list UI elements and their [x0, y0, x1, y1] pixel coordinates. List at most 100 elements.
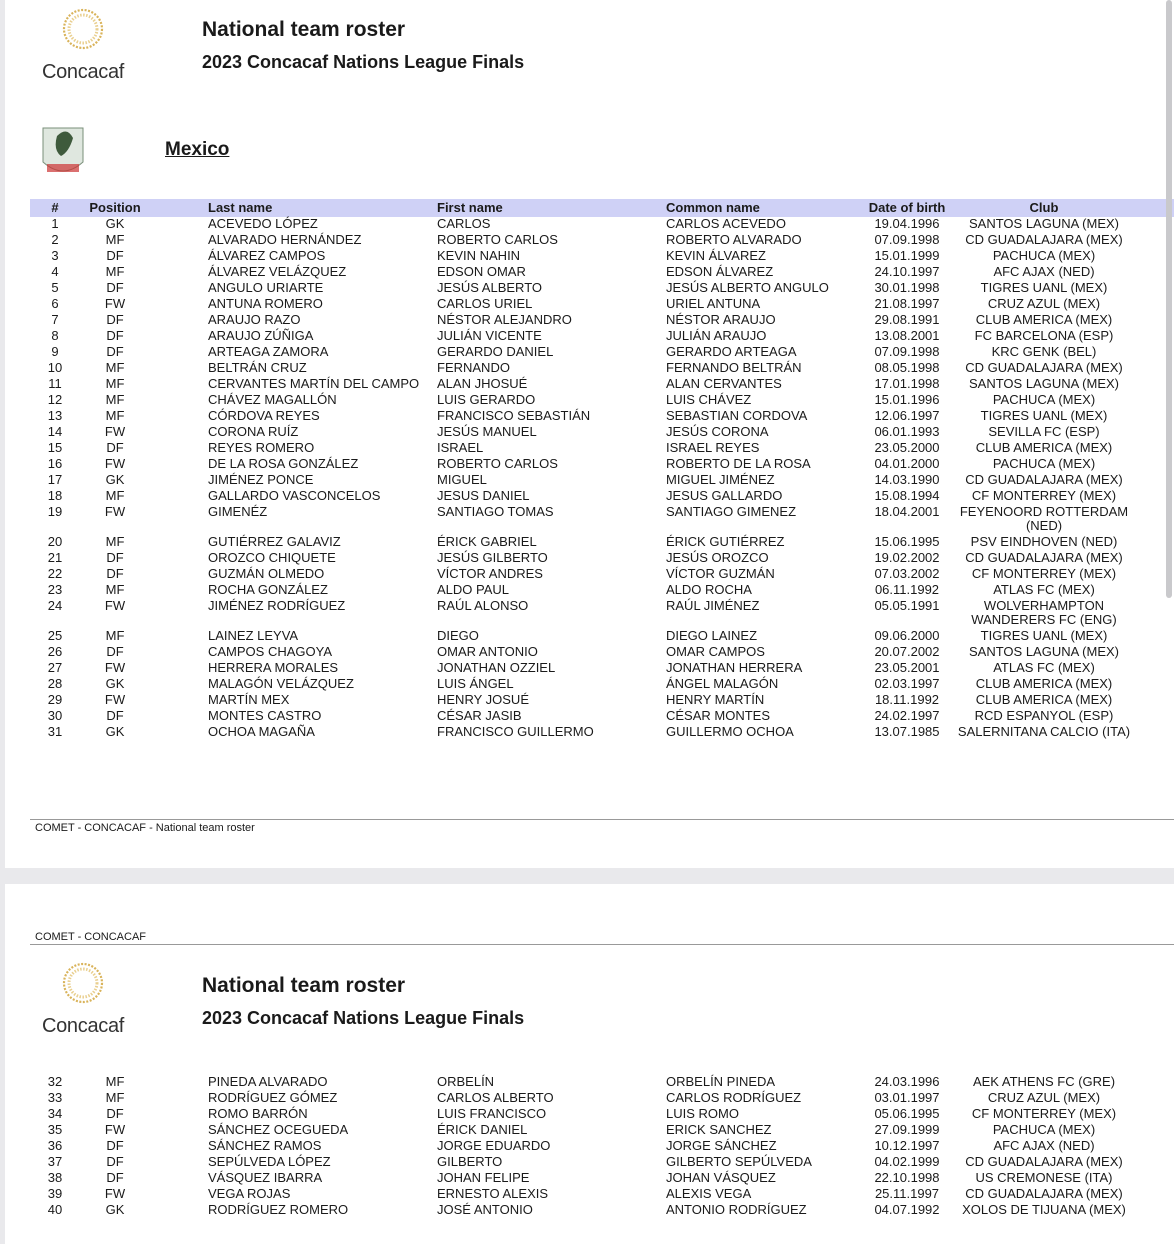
player-position: DF: [106, 708, 124, 723]
player-date-of-birth: 27.09.1999: [874, 1122, 940, 1137]
player-first-name: CARLOS URIEL: [437, 296, 533, 311]
player-number: 8: [51, 328, 59, 343]
player-club: SANTOS LAGUNA (MEX): [968, 376, 1119, 391]
table-row: 12 MF CHÁVEZ MAGALLÓN LUIS GERARDO LUIS CHÁV…: [0, 392, 1133, 408]
player-common-name: LUIS ROMO: [666, 1106, 739, 1121]
player-common-name: DIEGO LAINEZ: [666, 628, 758, 643]
table-row: 25 MF LAINEZ LEYVA DIEGO DIEGO LAINEZ 09.06.2…: [0, 628, 1133, 644]
table-row: 17 GK JIMÉNEZ PONCE MIGUEL MIGUEL JIMÉNEZ 14.…: [0, 472, 1133, 488]
player-number: 1: [51, 216, 59, 231]
player-common-name: GERARDO ARTEAGA: [666, 344, 797, 359]
table-row: 7 DF ARAUJO RAZO NÉSTOR ALEJANDRO NÉSTOR ARA…: [0, 312, 1133, 328]
player-club: CRUZ AZUL (MEX): [987, 296, 1101, 311]
table-row: 9 DF ARTEAGA ZAMORA GERARDO DANIEL GERARDO A…: [0, 344, 1133, 360]
player-first-name: ROBERTO CARLOS: [437, 456, 558, 471]
player-position: MF: [105, 376, 125, 391]
player-date-of-birth: 12.06.1997: [874, 408, 940, 423]
player-last-name: ALVARADO HERNÁNDEZ: [208, 232, 362, 247]
table-row: 35 FW SÁNCHEZ OCEGUEDA ÉRICK DANIEL ERICK SA…: [0, 1122, 1133, 1138]
player-common-name: CÉSAR MONTES: [666, 708, 771, 723]
player-first-name: KEVIN NAHIN: [437, 248, 521, 263]
player-last-name: RODRÍGUEZ GÓMEZ: [208, 1090, 338, 1105]
player-number: 28: [47, 676, 63, 691]
player-first-name: MIGUEL: [437, 472, 487, 487]
player-last-name: CAMPOS CHAGOYA: [208, 644, 333, 659]
player-first-name: GILBERTO: [437, 1154, 503, 1169]
footer-divider: [30, 819, 1174, 820]
player-number: 5: [51, 280, 59, 295]
player-position: FW: [104, 1122, 126, 1137]
player-first-name: ERNESTO ALEXIS: [437, 1186, 549, 1201]
table-row: 19 FW GIMENÉZ SANTIAGO TOMAS SANTIAGO GIMENE…: [0, 504, 1133, 534]
player-position: DF: [106, 566, 124, 581]
player-number: 22: [47, 566, 63, 581]
player-number: 11: [48, 376, 62, 391]
player-last-name: MALAGÓN VELÁZQUEZ: [208, 676, 354, 691]
player-first-name: SANTIAGO TOMAS: [437, 504, 554, 519]
player-common-name: HENRY MARTÍN: [666, 692, 765, 707]
table-row: 32 MF PINEDA ALVARADO ORBELÍN ORBELÍN PINEDA…: [0, 1074, 1133, 1090]
player-number: 12: [47, 392, 63, 407]
player-first-name: RAÚL ALONSO: [437, 598, 529, 613]
table-row: 30 DF MONTES CASTRO CÉSAR JASIB CÉSAR MONTES…: [0, 708, 1133, 724]
player-first-name: CARLOS: [437, 216, 491, 231]
table-row: 4 MF ÁLVAREZ VELÁZQUEZ EDSON OMAR EDSON ÁLVA…: [0, 264, 1133, 280]
player-position: MF: [105, 582, 125, 597]
player-date-of-birth: 19.04.1996: [874, 216, 940, 231]
player-position: MF: [105, 232, 125, 247]
player-common-name: JOHAN VÁSQUEZ: [666, 1170, 776, 1185]
player-last-name: PINEDA ALVARADO: [208, 1074, 328, 1089]
player-position: MF: [105, 392, 125, 407]
player-position: FW: [104, 456, 126, 471]
player-common-name: ALAN CERVANTES: [666, 376, 782, 391]
player-first-name: JORGE EDUARDO: [437, 1138, 551, 1153]
table-row: 40 GK RODRÍGUEZ ROMERO JOSÉ ANTONIO ANTONIO …: [0, 1202, 1133, 1218]
player-first-name: JULIÁN VICENTE: [437, 328, 542, 343]
player-last-name: MARTÍN MEX: [208, 692, 290, 707]
player-first-name: JOSÉ ANTONIO: [437, 1202, 533, 1217]
page-title: National team roster: [202, 974, 406, 997]
concacaf-sun-icon: [62, 962, 104, 1004]
player-first-name: LUIS GERARDO: [437, 392, 536, 407]
player-common-name: ÁNGEL MALAGÓN: [666, 676, 779, 691]
player-number: 23: [47, 582, 63, 597]
player-last-name: JIMÉNEZ PONCE: [208, 472, 314, 487]
player-date-of-birth: 09.06.2000: [874, 628, 940, 643]
player-club: CLUB AMERICA (MEX): [975, 676, 1113, 691]
player-position: GK: [105, 472, 125, 487]
player-club: CD GUADALAJARA (MEX): [965, 232, 1123, 247]
player-first-name: JESÚS GILBERTO: [437, 550, 548, 565]
player-number: 32: [47, 1074, 63, 1089]
page-footer: COMET - CONCACAF - National team roster: [35, 822, 255, 834]
table-row: 6 FW ANTUNA ROMERO CARLOS URIEL URIEL ANTUNA…: [0, 296, 1133, 312]
table-row: 24 FW JIMÉNEZ RODRÍGUEZ RAÚL ALONSO RAÚL JIM…: [0, 598, 1133, 628]
page-title: National team roster: [202, 18, 406, 41]
player-position: DF: [106, 328, 124, 343]
player-position: MF: [105, 1090, 125, 1105]
player-first-name: CÉSAR JASIB: [437, 708, 522, 723]
player-last-name: RODRÍGUEZ ROMERO: [208, 1202, 349, 1217]
player-number: 9: [51, 344, 59, 359]
player-club: ATLAS FC (MEX): [993, 660, 1095, 675]
player-position: FW: [104, 424, 126, 439]
player-first-name: ISRAEL: [437, 440, 484, 455]
player-number: 14: [47, 424, 63, 439]
player-date-of-birth: 05.05.1991: [874, 598, 940, 613]
player-club: CD GUADALAJARA (MEX): [965, 550, 1123, 565]
player-date-of-birth: 19.02.2002: [874, 550, 940, 565]
player-position: GK: [105, 724, 125, 739]
player-date-of-birth: 15.06.1995: [874, 534, 940, 549]
table-row: 29 FW MARTÍN MEX HENRY JOSUÉ HENRY MARTÍN 18.…: [0, 692, 1133, 708]
player-position: DF: [106, 312, 124, 327]
table-row: 5 DF ANGULO URIARTE JESÚS ALBERTO JESÚS ALBE…: [0, 280, 1133, 296]
player-club: CD GUADALAJARA (MEX): [965, 1186, 1123, 1201]
player-first-name: LUIS FRANCISCO: [437, 1106, 547, 1121]
player-last-name: ROCHA GONZÁLEZ: [208, 582, 328, 597]
concacaf-logo: Concacaf: [33, 958, 133, 1038]
player-date-of-birth: 04.07.1992: [874, 1202, 940, 1217]
player-common-name: RAÚL JIMÉNEZ: [666, 598, 760, 613]
scrollbar[interactable]: [1166, 0, 1172, 598]
player-common-name: GUILLERMO OCHOA: [666, 724, 794, 739]
col-date-of-birth: Date of birth: [868, 200, 946, 215]
table-header-band: [30, 199, 1174, 217]
